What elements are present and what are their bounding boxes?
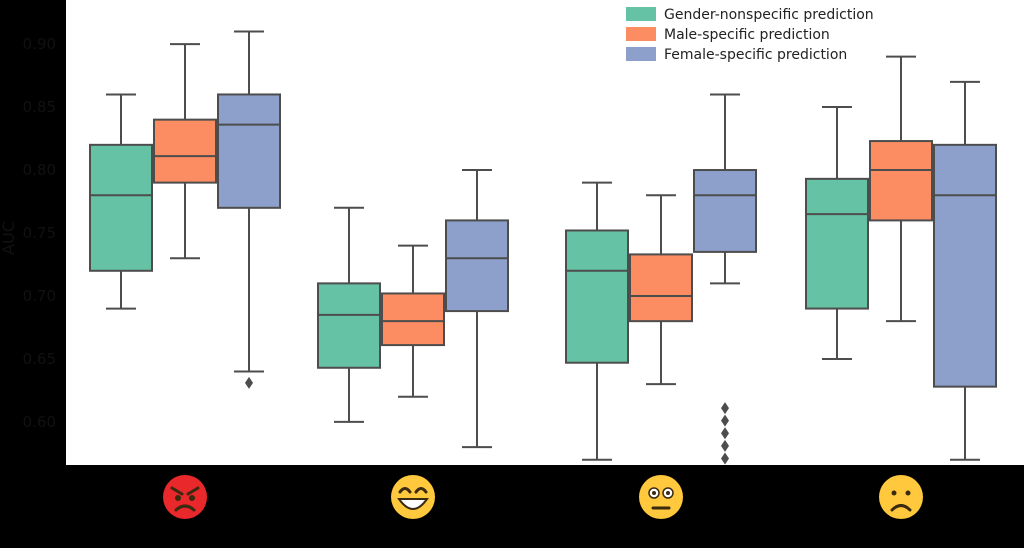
left-eye bbox=[398, 487, 412, 494]
box-3-2 bbox=[445, 169, 509, 449]
right-pupil bbox=[666, 491, 670, 495]
box-body bbox=[445, 219, 509, 313]
plot-area bbox=[65, 0, 1024, 466]
box-body bbox=[89, 143, 153, 272]
face bbox=[639, 475, 683, 519]
mouth bbox=[174, 504, 196, 512]
box-2-3 bbox=[629, 194, 693, 386]
y-tick-label: 0.75 bbox=[23, 224, 56, 242]
right-brow bbox=[186, 486, 200, 496]
box-2-2 bbox=[381, 244, 445, 398]
box-body bbox=[217, 93, 281, 209]
box-body bbox=[805, 177, 869, 310]
outlier-point bbox=[245, 376, 253, 389]
face bbox=[391, 475, 435, 519]
mouth bbox=[890, 504, 912, 512]
y-tick-label: 0.85 bbox=[23, 98, 56, 116]
right-eye bbox=[414, 487, 428, 494]
legend-swatch bbox=[626, 7, 656, 21]
grinning-face-icon bbox=[391, 475, 435, 519]
box-1-1 bbox=[89, 93, 153, 310]
box-1-4 bbox=[805, 106, 869, 360]
boxes-layer bbox=[89, 30, 997, 465]
y-tick-label: 0.90 bbox=[23, 35, 56, 53]
left-eye bbox=[891, 490, 897, 496]
box-body bbox=[565, 229, 629, 364]
box-body bbox=[153, 118, 217, 184]
x-axis-category-icons bbox=[163, 475, 923, 519]
outlier-point bbox=[721, 439, 729, 452]
y-axis-label: AUC bbox=[0, 221, 18, 255]
face bbox=[879, 475, 923, 519]
box-3-4 bbox=[933, 80, 997, 461]
box-body bbox=[869, 140, 933, 222]
y-tick-label: 0.65 bbox=[23, 350, 56, 368]
box-3-1 bbox=[217, 30, 281, 389]
face bbox=[163, 475, 207, 519]
box-body bbox=[629, 253, 693, 323]
outlier-point bbox=[721, 452, 729, 465]
box-1-3 bbox=[565, 181, 629, 461]
right-eye bbox=[189, 495, 195, 501]
outlier-point bbox=[721, 402, 729, 415]
box-body bbox=[693, 169, 757, 253]
neutral-face-icon bbox=[639, 475, 683, 519]
legend: Gender-nonspecific prediction Male-specif… bbox=[626, 7, 874, 63]
box-body bbox=[381, 292, 445, 347]
left-pupil bbox=[652, 491, 656, 495]
y-tick-label: 0.80 bbox=[23, 161, 56, 179]
legend-label: Gender-nonspecific prediction bbox=[664, 7, 874, 23]
legend-swatch bbox=[626, 27, 656, 41]
y-tick-label: 0.70 bbox=[23, 287, 56, 305]
angry-face-icon bbox=[163, 475, 207, 519]
outlier-point bbox=[721, 414, 729, 427]
right-eye bbox=[905, 490, 911, 496]
left-brow bbox=[170, 486, 184, 496]
box-body bbox=[317, 282, 381, 369]
box-2-4 bbox=[869, 55, 933, 323]
mouth bbox=[397, 498, 429, 510]
legend-label: Female-specific prediction bbox=[664, 47, 847, 63]
outlier-point bbox=[721, 427, 729, 440]
y-axis: 0.60 0.65 0.70 0.75 0.80 0.85 0.90 bbox=[23, 35, 65, 431]
y-tick-label: 0.60 bbox=[23, 413, 56, 431]
legend-label: Male-specific prediction bbox=[664, 27, 830, 43]
box-2-1 bbox=[153, 43, 217, 260]
legend-swatch bbox=[626, 47, 656, 61]
left-eye bbox=[175, 495, 181, 501]
box-body bbox=[933, 143, 997, 388]
frowning-face-icon bbox=[879, 475, 923, 519]
box-1-2 bbox=[317, 206, 381, 423]
box-3-3 bbox=[693, 93, 757, 465]
